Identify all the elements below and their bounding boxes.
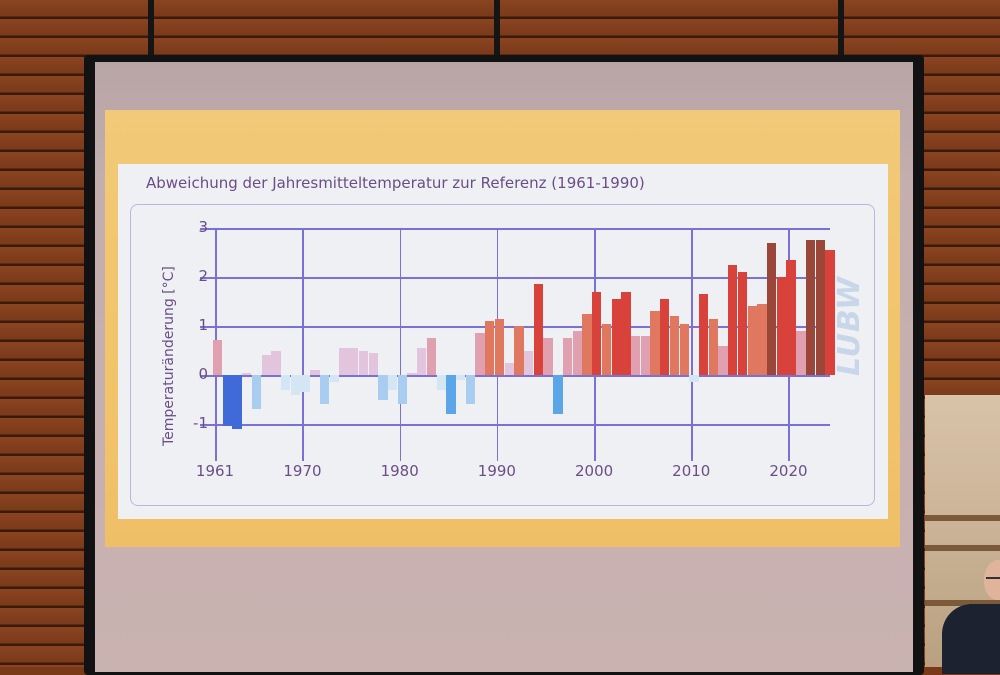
bar-1985 — [446, 375, 456, 415]
audience-person — [942, 560, 1000, 674]
wall-rail — [925, 515, 1000, 521]
bar-1968 — [281, 375, 291, 390]
gridline-horizontal — [200, 277, 830, 279]
bar-2023 — [815, 240, 825, 375]
bar-1995 — [543, 338, 553, 375]
y-tick-label: 1 — [198, 316, 208, 334]
bar-1986 — [456, 375, 466, 380]
bar-2007 — [660, 299, 670, 375]
bar-1961 — [213, 339, 223, 375]
bar-2018 — [767, 242, 777, 375]
bar-2005 — [640, 335, 650, 375]
gridline-horizontal — [200, 228, 830, 230]
bar-2024 — [825, 250, 835, 375]
bar-2022 — [805, 240, 816, 375]
lubw-logo: LUBW — [832, 275, 867, 376]
bar-2019 — [776, 277, 787, 375]
bar-2002 — [611, 299, 621, 375]
bar-1972 — [319, 375, 330, 405]
y-tick-label: 0 — [198, 365, 208, 383]
glasses — [986, 577, 1000, 583]
y-axis-label: Temperaturänderung [°C] — [161, 266, 177, 446]
bar-1971 — [310, 370, 320, 375]
bar-1962 — [222, 375, 233, 427]
screen-suspension-rod — [838, 0, 844, 62]
y-tick-label: 2 — [198, 267, 208, 285]
bar-1989 — [485, 321, 495, 375]
bar-1988 — [475, 333, 485, 375]
bar-2000 — [592, 291, 602, 375]
bar-2013 — [718, 345, 728, 375]
x-tick-label: 1990 — [477, 462, 516, 480]
bar-1993 — [524, 350, 534, 375]
bar-1979 — [387, 375, 398, 390]
bar-1967 — [271, 350, 281, 375]
bar-1964 — [242, 372, 252, 375]
y-tick-label: -1 — [193, 414, 208, 432]
bar-1990 — [494, 318, 505, 375]
screen-suspension-rod — [494, 0, 500, 62]
x-tick-label: 2010 — [672, 462, 711, 480]
bar-2003 — [621, 291, 631, 375]
bar-1987 — [465, 375, 476, 405]
bar-1970 — [300, 375, 310, 393]
slide: Abweichung der Jahresmitteltemperatur zu… — [118, 164, 888, 519]
bar-2004 — [630, 335, 641, 375]
chart-title: Abweichung der Jahresmitteltemperatur zu… — [146, 174, 645, 192]
bar-1965 — [251, 375, 262, 410]
x-tick-label: 1961 — [195, 462, 235, 480]
bar-1978 — [378, 375, 388, 400]
bar-1997 — [562, 338, 573, 375]
bar-1982 — [417, 348, 427, 375]
bar-2011 — [699, 294, 709, 375]
x-tick-label: 2000 — [574, 462, 614, 480]
bar-1973 — [329, 375, 339, 383]
bar-1975 — [349, 348, 359, 375]
bar-1994 — [533, 284, 544, 375]
bar-2015 — [737, 272, 748, 375]
bar-2016 — [747, 306, 757, 375]
bar-1984 — [436, 375, 446, 390]
bar-1969 — [290, 375, 301, 395]
bar-2017 — [757, 303, 767, 375]
gridline-vertical — [399, 228, 402, 461]
screen-suspension-rod — [148, 0, 154, 62]
bar-1999 — [582, 313, 592, 375]
bar-1977 — [368, 352, 378, 375]
bar-1976 — [358, 350, 369, 375]
bar-1981 — [407, 372, 417, 375]
bar-2020 — [786, 259, 796, 375]
bar-1996 — [553, 375, 563, 415]
bar-2010 — [689, 375, 699, 383]
bar-1974 — [339, 348, 349, 375]
gridline-vertical — [691, 228, 693, 461]
bar-2006 — [650, 311, 660, 375]
bar-2009 — [679, 323, 689, 375]
bar-1980 — [397, 375, 407, 405]
wall-rail — [925, 600, 1000, 606]
x-tick-label: 2020 — [769, 462, 808, 480]
wall-rail — [925, 545, 1000, 551]
bar-2012 — [708, 318, 719, 375]
gridline-horizontal — [200, 375, 830, 377]
bar-1963 — [232, 375, 242, 429]
bar-2014 — [728, 264, 738, 375]
person-body — [942, 604, 1000, 674]
bar-1992 — [514, 326, 524, 375]
bar-2021 — [796, 330, 806, 375]
bar-1966 — [261, 355, 271, 375]
bar-1983 — [426, 338, 437, 375]
x-tick-label: 1980 — [380, 462, 419, 480]
gridline-vertical — [302, 228, 304, 461]
gridline-horizontal — [200, 424, 830, 426]
bar-1991 — [504, 362, 514, 375]
person-head — [984, 560, 1000, 600]
bar-2001 — [601, 323, 612, 375]
plot-frame — [130, 204, 875, 506]
x-tick-label: 1970 — [283, 462, 322, 480]
bar-2008 — [669, 316, 680, 375]
bar-1998 — [572, 330, 582, 375]
y-tick-label: 3 — [198, 218, 208, 236]
